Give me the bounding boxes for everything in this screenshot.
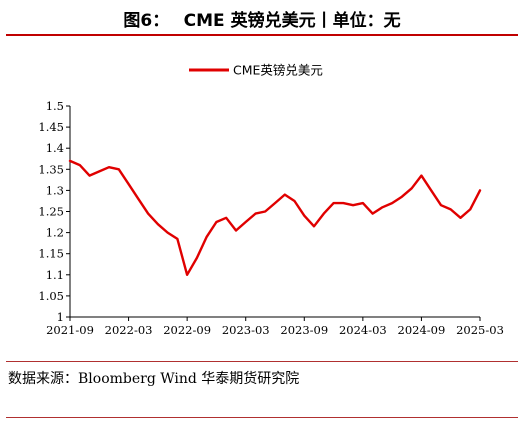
source-divider bbox=[6, 361, 518, 362]
figure-title: 图6： CME 英镑兑美元丨单位：无 bbox=[123, 11, 401, 31]
y-tick-label: 1.4 bbox=[46, 141, 64, 155]
x-tick-label: 2024-09 bbox=[398, 323, 446, 337]
x-tick-label: 2021-09 bbox=[46, 323, 94, 337]
x-tick-label: 2025-03 bbox=[456, 323, 504, 337]
y-tick-label: 1.05 bbox=[38, 289, 64, 303]
plot-area bbox=[68, 159, 482, 276]
x-tick-label: 2022-03 bbox=[105, 323, 153, 337]
y-tick-label: 1.25 bbox=[38, 205, 64, 219]
y-tick-label: 1.3 bbox=[46, 183, 64, 197]
y-tick-label: 1.15 bbox=[38, 247, 64, 261]
x-tick-label: 2023-09 bbox=[280, 323, 328, 337]
y-tick-label: 1.5 bbox=[46, 99, 64, 113]
bottom-divider bbox=[6, 417, 518, 418]
x-tick-label: 2022-09 bbox=[163, 323, 211, 337]
title-divider bbox=[6, 34, 518, 36]
y-tick-label: 1 bbox=[57, 310, 64, 324]
legend-label: CME英镑兑美元 bbox=[233, 63, 323, 78]
x-axis-ticks: 2021-09 2022-03 2022-09 2023-03 2023-09 2024-… bbox=[46, 317, 504, 337]
line-chart: CME英镑兑美元 1 1.05 1.1 1.15 1.2 1.25 1.3 1.35 1.4 1.… bbox=[38, 63, 504, 338]
y-axis-ticks: 1 1.05 1.1 1.15 1.2 1.25 1.3 1.35 1.4 1.45 1.5 bbox=[38, 99, 70, 324]
y-tick-label: 1.2 bbox=[46, 226, 64, 240]
x-tick-label: 2023-03 bbox=[222, 323, 270, 337]
y-tick-label: 1.35 bbox=[38, 162, 64, 176]
source-note: 数据来源：Bloomberg Wind 华泰期货研究院 bbox=[8, 371, 300, 387]
x-tick-label: 2024-03 bbox=[339, 323, 387, 337]
chart-axes bbox=[69, 106, 480, 318]
series-line bbox=[68, 159, 482, 276]
y-tick-label: 1.45 bbox=[38, 120, 64, 134]
legend: CME英镑兑美元 bbox=[189, 63, 323, 78]
y-tick-label: 1.1 bbox=[46, 268, 64, 282]
